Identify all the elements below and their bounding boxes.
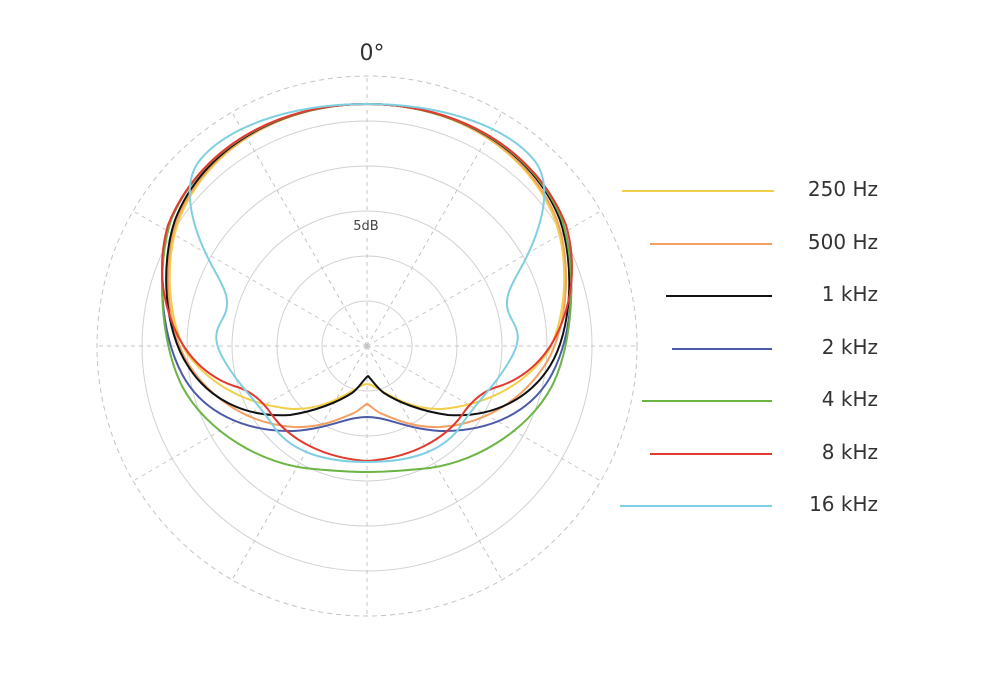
legend-label: 8 kHz <box>821 439 878 464</box>
legend-item: 4 kHz <box>610 380 890 433</box>
legend-label: 2 kHz <box>821 334 878 359</box>
grid-spoke <box>366 345 602 482</box>
legend-swatch <box>650 452 772 455</box>
grid-spoke <box>231 111 368 347</box>
grid-spoke <box>366 345 503 581</box>
grid-spoke <box>231 345 368 581</box>
legend-item: 250 Hz <box>610 170 890 223</box>
legend-label: 500 Hz <box>807 229 878 254</box>
legend-swatch <box>666 295 772 297</box>
grid-ring <box>96 75 638 617</box>
legend-label: 1 kHz <box>821 282 878 306</box>
legend-swatch <box>650 242 772 245</box>
series-curve <box>188 103 546 463</box>
series-curve <box>161 103 573 473</box>
angle-label-0: 0° <box>360 41 385 66</box>
legend-swatch <box>642 400 772 402</box>
grid-spoke <box>132 345 368 482</box>
ring-label: 5dB <box>353 219 378 234</box>
series-curve <box>168 103 566 411</box>
legend-item: 8 kHz <box>610 433 890 486</box>
grid-ring <box>231 210 503 482</box>
legend-label: 16 kHz <box>809 492 878 516</box>
grid-spoke <box>366 111 503 347</box>
grid-ring <box>321 300 413 392</box>
legend-swatch <box>622 190 774 192</box>
series-curve <box>161 103 573 462</box>
legend-item: 2 kHz <box>610 328 890 381</box>
series-curve <box>166 103 568 429</box>
polar-curves <box>161 103 573 473</box>
legend-label: 250 Hz <box>807 177 878 201</box>
legend: 250 Hz 500 Hz 1 kHz 2 kHz 4 kHz 8 kHz 16… <box>610 170 890 538</box>
legend-swatch <box>672 347 772 350</box>
legend-swatch <box>620 505 772 507</box>
legend-item: 1 kHz <box>610 275 890 328</box>
series-curve <box>165 103 571 417</box>
legend-label: 4 kHz <box>821 387 878 411</box>
legend-item: 500 Hz <box>610 223 890 276</box>
legend-item: 16 kHz <box>610 485 890 538</box>
ring-label-background <box>344 214 386 236</box>
